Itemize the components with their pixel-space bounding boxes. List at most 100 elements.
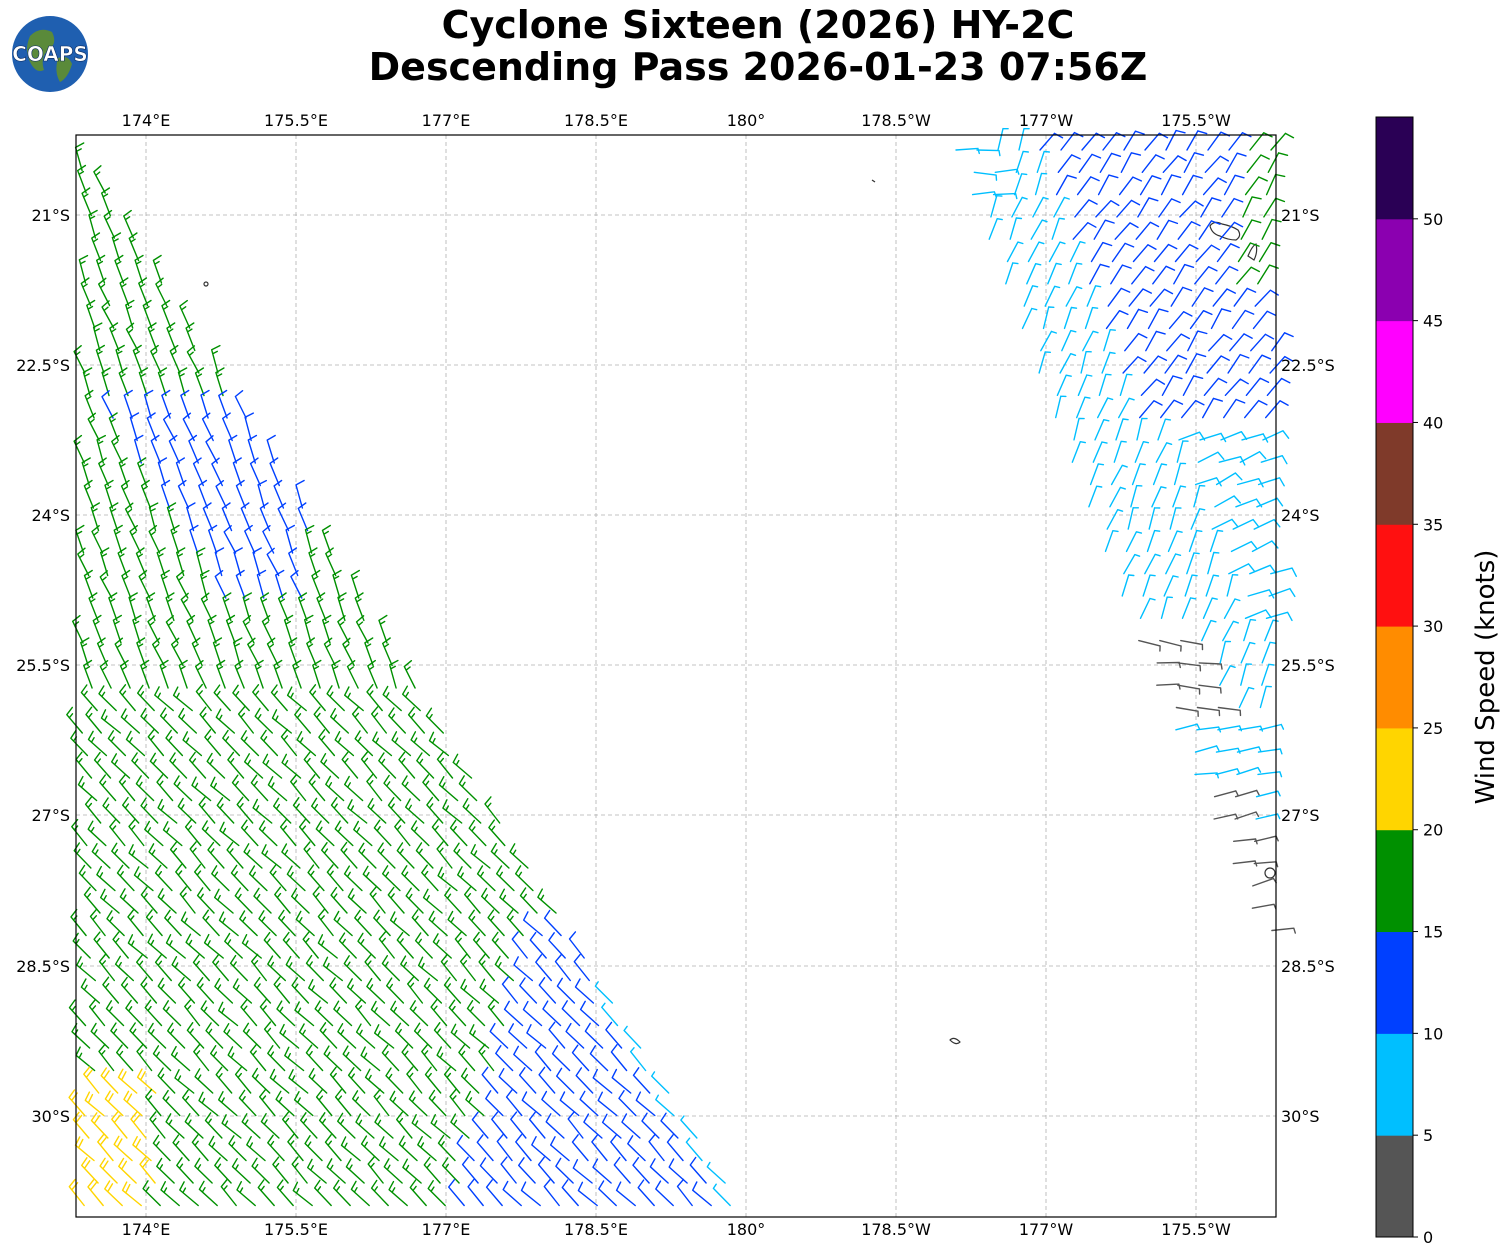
wind-barb bbox=[387, 886, 405, 914]
wind-barb bbox=[1107, 287, 1131, 307]
wind-barb bbox=[471, 1111, 489, 1139]
wind-barb bbox=[538, 1066, 556, 1094]
wind-barb bbox=[351, 706, 368, 734]
wind-barb bbox=[370, 1179, 389, 1207]
wind-barb bbox=[1081, 132, 1106, 151]
wind-barb bbox=[194, 1068, 214, 1094]
wind-barb bbox=[1255, 790, 1281, 798]
wind-barb bbox=[321, 842, 339, 869]
wind-barb bbox=[1135, 221, 1160, 240]
wind-barb bbox=[129, 1022, 148, 1049]
wind-barb bbox=[104, 1090, 124, 1117]
wind-barb bbox=[104, 1180, 123, 1207]
wind-barb bbox=[345, 1158, 365, 1184]
wind-barb bbox=[74, 142, 85, 172]
wind-barb bbox=[248, 865, 268, 892]
wind-barb bbox=[128, 818, 145, 847]
wind-barb bbox=[1076, 396, 1091, 419]
wind-barb bbox=[378, 1136, 399, 1162]
wind-barb bbox=[308, 1068, 328, 1094]
wind-barb bbox=[1143, 355, 1168, 374]
wind-barb bbox=[305, 954, 324, 982]
wind-barb bbox=[140, 886, 158, 914]
wind-barb bbox=[1030, 219, 1048, 240]
colorbar-segment bbox=[1376, 320, 1413, 423]
wind-barb bbox=[1015, 150, 1029, 173]
wind-barb bbox=[1088, 485, 1103, 508]
wind-barb bbox=[88, 998, 106, 1027]
wind-barb bbox=[344, 686, 364, 712]
wind-barb bbox=[568, 931, 585, 959]
wind-barb bbox=[373, 819, 392, 847]
wind-barb bbox=[215, 1066, 233, 1094]
wind-barb bbox=[138, 277, 149, 307]
wind-barb bbox=[438, 776, 459, 802]
wind-barb bbox=[175, 863, 192, 892]
wind-barb bbox=[243, 843, 263, 869]
wind-barb bbox=[1187, 330, 1208, 352]
wind-barb bbox=[66, 706, 83, 734]
wind-barb bbox=[214, 977, 234, 1004]
grid-lines bbox=[76, 135, 1276, 1217]
wind-barb bbox=[240, 730, 260, 757]
wind-barb bbox=[1089, 263, 1110, 285]
colorbar-tick-label: 50 bbox=[1423, 210, 1443, 229]
wind-barb bbox=[304, 524, 315, 554]
wind-barb bbox=[1005, 262, 1019, 285]
wind-barb bbox=[218, 1091, 238, 1117]
wind-barb bbox=[170, 1045, 191, 1072]
wind-barb bbox=[401, 775, 421, 802]
wind-barb bbox=[1252, 310, 1277, 330]
wind-barb bbox=[1027, 241, 1045, 263]
colorbar-segment bbox=[1376, 727, 1413, 831]
wind-barb bbox=[655, 1180, 674, 1207]
wind-barb bbox=[331, 659, 341, 689]
wind-barb bbox=[367, 798, 387, 824]
wind-barb bbox=[1228, 563, 1255, 575]
wind-barb bbox=[147, 728, 165, 757]
wind-barb bbox=[1262, 430, 1290, 441]
wind-barb bbox=[150, 434, 161, 464]
lon-tick-label: 177°E bbox=[422, 1220, 471, 1239]
wind-barb bbox=[179, 299, 191, 329]
wind-barb bbox=[1053, 196, 1070, 218]
wind-barb bbox=[269, 1068, 290, 1094]
wind-barb bbox=[254, 707, 273, 734]
lon-tick-label: 177°E bbox=[422, 111, 471, 130]
wind-barb bbox=[1142, 574, 1156, 597]
wind-barb bbox=[1130, 484, 1143, 508]
wind-barb bbox=[448, 999, 467, 1027]
wind-barb bbox=[485, 1179, 503, 1207]
wind-barb bbox=[436, 751, 454, 779]
wind-barb bbox=[68, 999, 87, 1027]
wind-barb bbox=[378, 752, 397, 779]
wind-barb bbox=[326, 864, 344, 892]
wind-barb bbox=[225, 614, 236, 644]
island-outline bbox=[1247, 243, 1258, 261]
wind-barb bbox=[402, 1158, 422, 1184]
wind-barb bbox=[189, 524, 199, 554]
wind-barb bbox=[267, 776, 288, 802]
wind-barb bbox=[396, 1111, 413, 1139]
wind-barb bbox=[292, 659, 302, 689]
wind-barb bbox=[377, 842, 396, 869]
wind-barb bbox=[164, 909, 182, 937]
wind-barb bbox=[303, 841, 320, 869]
wind-barb bbox=[202, 502, 214, 532]
wind-barb bbox=[120, 479, 133, 509]
wind-barb bbox=[81, 187, 92, 217]
wind-barb bbox=[330, 708, 349, 734]
wind-barb bbox=[143, 389, 154, 419]
wind-barb bbox=[87, 412, 100, 442]
wind-barb bbox=[1244, 609, 1272, 619]
wind-barb bbox=[251, 953, 267, 982]
wind-barb bbox=[1184, 574, 1198, 597]
wind-barb bbox=[246, 1136, 266, 1162]
wind-barb bbox=[478, 1043, 495, 1072]
wind-barb bbox=[1173, 462, 1187, 486]
wind-barb bbox=[1110, 464, 1128, 486]
wind-barb bbox=[93, 931, 110, 959]
island-outline bbox=[203, 281, 209, 287]
wind-barb bbox=[188, 751, 207, 779]
wind-barb bbox=[394, 1022, 414, 1049]
